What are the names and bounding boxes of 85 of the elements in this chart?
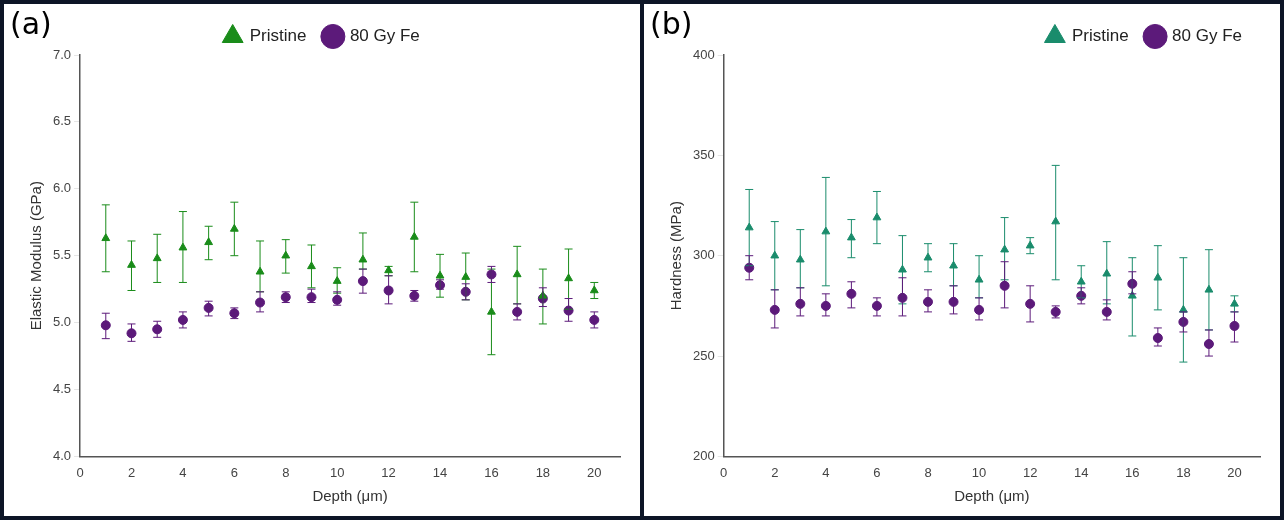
point [795,298,806,309]
point [898,264,907,273]
y-tick-label: 400 [692,46,715,62]
text: (b) [650,6,693,41]
y-tick-label: 6.0 [52,180,72,196]
y-axis-title: Elastic Modulus (GPa) [27,181,45,331]
y-tick-label: 350 [692,146,715,162]
point [127,260,136,268]
x-axis-title: Depth (μm) [312,487,388,505]
y-tick-label: 300 [692,247,715,263]
point [487,306,496,315]
point [1102,268,1112,277]
x-tick-label: 10 [971,464,987,480]
legend-label: 80 Gy Fe [349,26,420,46]
x-tick-label: 2 [127,464,136,480]
point [897,292,908,303]
point [949,260,958,269]
point [821,226,831,235]
x-tick-label: 2 [771,464,779,480]
point [1230,298,1239,307]
point [846,232,856,241]
point [1076,276,1086,285]
point [1178,316,1189,327]
x-tick-label: 18 [535,464,551,480]
x-tick-label: 0 [720,464,728,480]
x-tick-label: 6 [873,464,881,480]
x-tick-label: 14 [432,464,448,480]
x-tick-label: 10 [329,464,345,480]
point [306,292,317,303]
point [846,288,857,299]
point [281,250,291,259]
x-tick-label: 6 [230,464,238,480]
x-axis-title: Depth (μm) [954,487,1030,505]
point [332,276,342,284]
x-tick-label: 8 [282,464,290,480]
point [1025,240,1035,249]
point [795,254,805,263]
y-tick-label: 4.0 [52,447,72,463]
y-tick-label: 200 [692,447,715,463]
y-tick-label: 4.5 [52,381,72,397]
y-axis-title: Hardness (MPa) [667,201,685,311]
point [770,250,780,259]
x-tick-label: 0 [76,464,84,480]
legend-label: Pristine [249,26,307,46]
x-tick-label: 16 [1125,464,1140,480]
point [460,286,471,297]
y-tick-label: 7.0 [52,46,72,62]
point [999,280,1010,291]
point [486,269,497,280]
x-tick-label: 20 [1227,464,1242,480]
point [744,222,754,231]
point [461,272,471,280]
point [1101,306,1112,317]
legend-label: Pristine [1071,26,1129,46]
point [589,314,600,325]
point [1152,332,1163,343]
x-tick-label: 12 [1022,464,1038,480]
legend-label: 80 Gy Fe [1172,26,1242,46]
point [1153,272,1163,281]
x-tick-label: 4 [822,464,830,480]
x-tick-label: 4 [179,464,187,480]
x-tick-label: 14 [1074,464,1089,480]
point [100,320,111,331]
x-tick-label: 12 [381,464,396,480]
y-tick-label: 5.0 [52,314,72,330]
text: (a) [10,6,52,41]
point [820,300,831,311]
point [948,296,959,307]
point [203,302,214,313]
point [1025,298,1036,309]
point [1127,278,1138,289]
x-tick-label: 16 [484,464,499,480]
point [769,304,780,315]
x-tick-label: 8 [924,464,932,480]
y-tick-label: 5.5 [52,247,72,263]
x-tick-label: 18 [1176,464,1191,480]
y-tick-label: 250 [692,347,715,363]
point [512,306,523,317]
point [152,324,163,335]
point [409,231,419,240]
point [1229,320,1240,331]
point [229,223,239,232]
x-tick-label: 20 [587,464,602,480]
y-tick-label: 6.5 [52,113,72,129]
point [1000,244,1010,253]
